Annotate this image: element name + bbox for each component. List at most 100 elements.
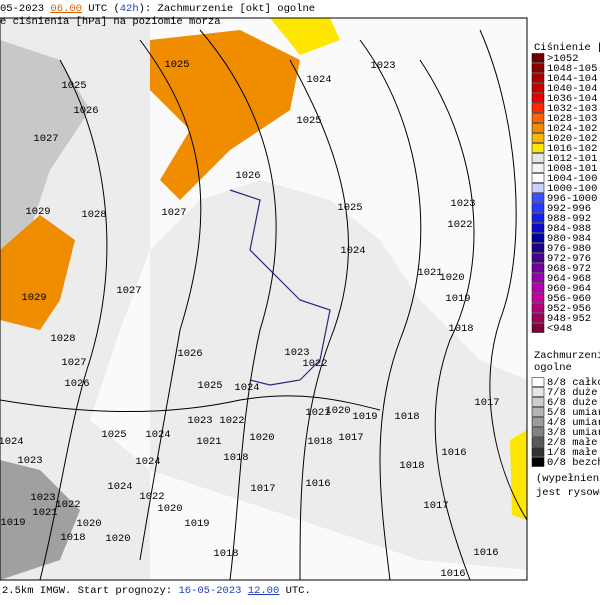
legend-label: >1052 [547,53,579,65]
isobar-label: 1018 [223,452,248,464]
legend-swatch [531,193,545,203]
legend-swatch [531,223,545,233]
map [0,17,528,581]
isobar-label: 1022 [302,358,327,370]
legend-label: 2/8 małe [547,437,597,449]
legend-label: <948 [547,323,572,335]
isobar-label: 1017 [338,432,363,444]
legend-swatch [531,397,545,407]
isobar-label: 1024 [0,436,24,448]
isobar-label: 1022 [219,415,244,427]
isobar-label: 1028 [81,209,106,221]
header-text: UTC ( [82,3,120,15]
pressure-legend-title: Ciśnienie [hP [534,42,600,54]
isobar-labels: 1025 1024 1023 1025 1026 1025 1027 1026 1025 1023… [0,59,500,580]
cloud-legend-note: jest rysowe [536,487,600,499]
pressure-fill [150,30,300,200]
isobar-label: 1021 [32,507,57,519]
legend-swatch [531,163,545,173]
legend-label: 968-972 [547,263,591,275]
isobar-label: 1021 [417,267,442,279]
header-text: 05-2023 [0,3,50,15]
isobar-label: 1029 [25,206,50,218]
legend-label: 984-988 [547,223,591,235]
legend-swatch [531,447,545,457]
isobar-label: 1016 [305,478,330,490]
legend-label: 952-956 [547,303,591,315]
isobar-label: 1026 [177,348,202,360]
legend-label: 1036-104 [547,93,597,105]
isobar-label: 1020 [105,533,130,545]
isobar-label: 1026 [235,170,260,182]
pressure-fill [270,18,340,55]
isobar [139,39,202,561]
isobar-label: 1021 [305,407,330,419]
isobar [0,395,381,413]
legend-swatch [531,427,545,437]
legend-swatch [531,263,545,273]
isobar [199,29,277,581]
isobar-label: 1021 [196,436,221,448]
legend-swatch [531,63,545,73]
isobar-label: 1017 [423,500,448,512]
legend-label: 1032-103 [547,103,597,115]
isobar-label: 1027 [116,285,141,297]
isobar-label: 1027 [161,207,186,219]
legend-label: 1040-104 [547,83,597,95]
isobar-label: 1019 [184,518,209,530]
isobar-label: 1020 [325,405,350,417]
legend-label: 964-968 [547,273,591,285]
legend-label: 1024-102 [547,123,597,135]
isobar-label: 1023 [17,455,42,467]
legend-label: 976-980 [547,243,591,255]
isobar [419,59,475,581]
legend-label: 988-992 [547,213,591,225]
legend-label: 8/8 całkow [547,377,600,389]
isobar-label: 1019 [352,411,377,423]
isobar-label: 1028 [50,333,75,345]
isobar-label: 1025 [337,202,362,214]
legend-swatch [531,323,545,333]
isobar [289,59,350,581]
isobar-label: 1020 [249,432,274,444]
legend-swatch [531,83,545,93]
isobar-label: 1024 [135,456,160,468]
legend-label: 1/8 małe [547,447,597,459]
legend-label: 3/8 umiar [547,427,600,439]
legend-label: 980-984 [547,233,591,245]
legend-swatch [531,73,545,83]
isobar-label: 1022 [55,499,80,511]
isobar-label: 1020 [76,518,101,530]
isobar-label: 1018 [394,411,419,423]
legend-label: 6/8 duże [547,397,597,409]
isobar-label: 1029 [21,292,46,304]
cloud-area [0,40,90,260]
footer: 2.5km IMGW. Start prognozy: 16-05-2023 1… [2,585,311,597]
legend-swatch [531,173,545,183]
cloud-legend-note: (wypełnieni [536,473,600,485]
legend-swatch [531,253,545,263]
legend-swatch [531,103,545,113]
legend-label: 1004-100 [547,173,597,185]
isobar-label: 1024 [234,382,259,394]
isobar-label: 1024 [306,74,331,86]
legend-label: 1028-103 [547,113,597,125]
isobar-label: 1016 [473,547,498,559]
isobar-label: 1017 [474,397,499,409]
header-time: 06.00 [50,3,82,15]
footer-text: UTC. [279,585,311,597]
header-lead: 42h [120,3,139,15]
isobar-label: 1019 [0,517,25,529]
isobar-label: 1020 [157,503,182,515]
isobar-label: 1023 [284,347,309,359]
legend-swatch [531,213,545,223]
isobar-label: 1018 [213,548,238,560]
legend-swatch [531,243,545,253]
legend-label: 5/8 umiar [547,407,600,419]
legend-swatch [531,273,545,283]
isobar-label: 1025 [164,59,189,71]
isobar-label: 1023 [30,492,55,504]
isobar-label: 1025 [296,115,321,127]
